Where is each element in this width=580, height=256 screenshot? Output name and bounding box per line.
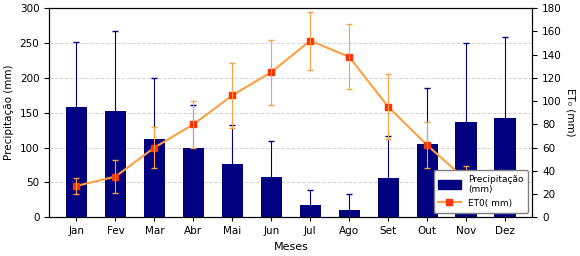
Bar (66, 107, 87, 217)
Bar (416, 144, 438, 217)
Bar (300, 205, 321, 217)
Bar (378, 177, 399, 217)
Bar (455, 122, 477, 217)
Bar (495, 118, 516, 217)
X-axis label: Meses: Meses (273, 242, 309, 252)
Y-axis label: ET₀ (mm): ET₀ (mm) (566, 89, 576, 137)
Bar (339, 210, 360, 217)
Y-axis label: Precipitação (mm): Precipitação (mm) (4, 65, 14, 161)
Bar (183, 148, 204, 217)
Legend: Precipitação
(mm), ET0( mm): Precipitação (mm), ET0( mm) (434, 170, 528, 213)
Bar (144, 139, 165, 217)
Bar (105, 111, 126, 217)
Bar (222, 164, 243, 217)
Bar (260, 177, 282, 217)
